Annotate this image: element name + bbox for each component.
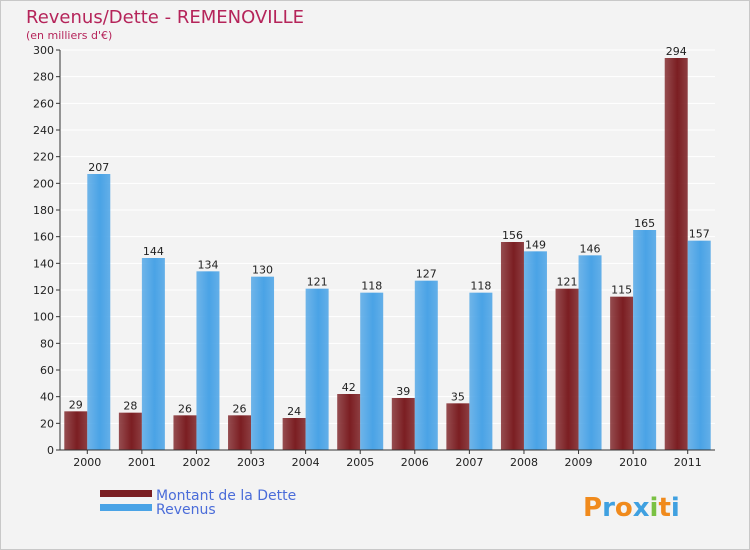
y-tick-label: 20	[40, 417, 54, 430]
x-tick-label: 2002	[182, 456, 210, 469]
bar-revenus-2008	[523, 251, 547, 450]
data-label: 127	[416, 268, 437, 281]
chart-title: Revenus/Dette - REMENOVILLE	[26, 7, 304, 28]
bars: 29 207 28 144 26 134 26 130 24 121 42 118 39 127 35 118…	[64, 45, 711, 450]
bar-dette-2006	[391, 398, 415, 450]
data-label: 35	[451, 390, 465, 403]
bar-revenus-2007	[469, 292, 493, 450]
bar-dette-2001	[118, 412, 142, 450]
data-label: 130	[252, 264, 273, 277]
data-label: 24	[287, 405, 301, 418]
bar-dette-2005	[337, 394, 361, 450]
data-label: 121	[557, 276, 578, 289]
bar-dette-2007	[446, 403, 470, 450]
data-label: 39	[396, 385, 410, 398]
bar-revenus-2003	[251, 276, 275, 450]
data-label: 149	[525, 238, 546, 251]
bar-revenus-2009	[578, 255, 602, 450]
data-label: 134	[197, 258, 218, 271]
x-tick-label: 2001	[128, 456, 156, 469]
data-label: 157	[689, 228, 710, 241]
bar-revenus-2006	[414, 280, 438, 450]
y-tick-label: 240	[33, 124, 54, 137]
x-axis: 2000 2001 2002 2003 2004 2005 2006 2007 2008 2009…	[60, 449, 715, 469]
x-tick-label: 2004	[292, 456, 320, 469]
y-tick-label: 260	[33, 97, 54, 110]
y-tick-label: 100	[33, 311, 54, 324]
y-tick-label: 120	[33, 284, 54, 297]
data-label: 118	[361, 280, 382, 293]
data-label: 42	[342, 381, 356, 394]
bar-revenus-2004	[305, 288, 329, 450]
y-tick-label: 40	[40, 391, 54, 404]
legend-label-revenus: Revenus	[156, 502, 216, 518]
x-tick-label: 2003	[237, 456, 265, 469]
bar-dette-2003	[228, 415, 252, 450]
bar-dette-2002	[173, 415, 197, 450]
bar-dette-2009	[555, 288, 579, 450]
x-tick-label: 2010	[619, 456, 647, 469]
x-tick-label: 2011	[674, 456, 702, 469]
bar-dette-2010	[610, 296, 634, 450]
data-label: 115	[611, 284, 632, 297]
data-label: 121	[307, 276, 328, 289]
bar-dette-2011	[664, 58, 688, 450]
data-label: 144	[143, 245, 164, 258]
y-tick-label: 80	[40, 337, 54, 350]
data-label: 294	[666, 45, 687, 58]
data-label: 165	[634, 217, 655, 230]
bar-revenus-2005	[360, 292, 384, 450]
y-tick-label: 200	[33, 177, 54, 190]
legend-label-dette: Montant de la Dette	[156, 488, 296, 504]
bar-revenus-2010	[633, 230, 657, 450]
bar-dette-2000	[64, 411, 88, 450]
bar-revenus-2001	[141, 258, 165, 450]
bar-dette-2008	[500, 242, 524, 450]
bar-revenus-2011	[687, 240, 711, 450]
y-tick-label: 280	[33, 71, 54, 84]
data-label: 28	[123, 400, 137, 413]
x-tick-label: 2009	[565, 456, 593, 469]
data-label: 156	[502, 229, 523, 242]
y-tick-label: 140	[33, 257, 54, 270]
data-label: 118	[470, 280, 491, 293]
y-tick-label: 160	[33, 231, 54, 244]
y-tick-label: 0	[47, 444, 54, 457]
bar-revenus-2000	[87, 174, 111, 450]
x-tick-label: 2000	[73, 456, 101, 469]
data-label: 26	[178, 402, 192, 415]
x-tick-label: 2006	[401, 456, 429, 469]
x-tick-label: 2005	[346, 456, 374, 469]
data-label: 29	[69, 398, 83, 411]
bar-dette-2004	[282, 418, 306, 450]
y-tick-label: 180	[33, 204, 54, 217]
y-tick-label: 220	[33, 151, 54, 164]
data-label: 26	[233, 402, 247, 415]
legend-swatch-revenus	[100, 504, 152, 511]
legend-swatch-dette	[100, 490, 152, 497]
data-label: 207	[88, 161, 109, 174]
x-tick-label: 2007	[455, 456, 483, 469]
y-axis: 0 20 40 60 80 100 120 140 160 180 200 220 240 260 280 3…	[33, 44, 61, 457]
proxiti-logo: Proxiti	[583, 493, 680, 523]
y-tick-label: 300	[33, 44, 54, 57]
bar-revenus-2002	[196, 271, 220, 450]
y-tick-label: 60	[40, 364, 54, 377]
x-tick-label: 2008	[510, 456, 538, 469]
chart-subtitle: (en milliers d'€)	[26, 29, 112, 42]
data-label: 146	[580, 242, 601, 255]
